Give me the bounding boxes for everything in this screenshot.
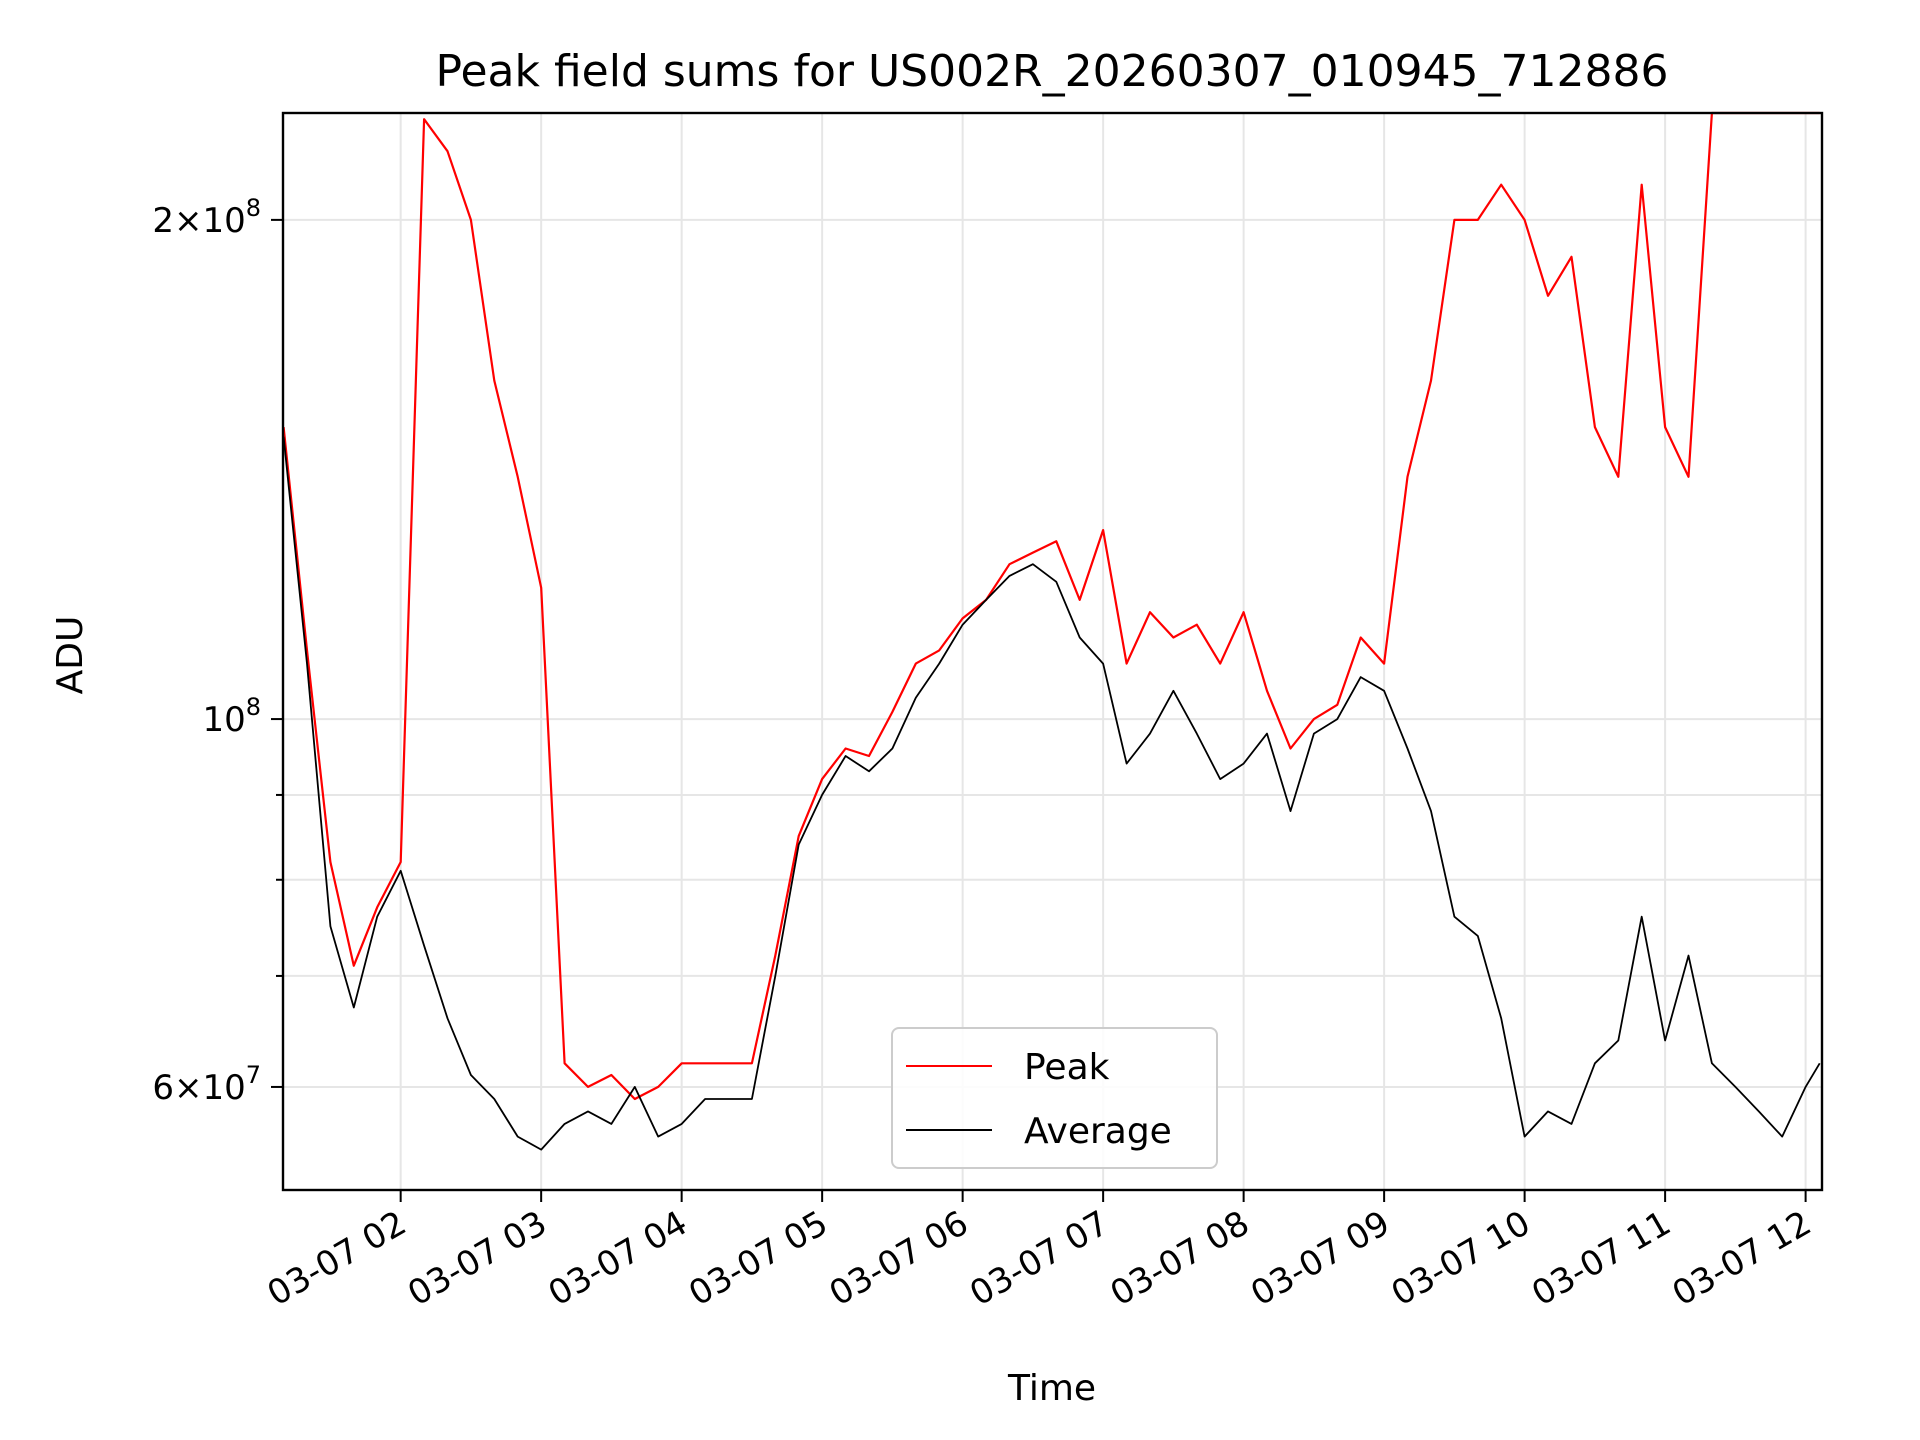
- x-tick-label: 03-07 02: [261, 1203, 413, 1314]
- x-tick-label: 03-07 06: [823, 1203, 975, 1314]
- y-tick-label: 2×108: [152, 194, 261, 241]
- series-line-peak: [282, 111, 1820, 1101]
- x-tick-label: 03-07 09: [1244, 1203, 1396, 1314]
- gridlines: [283, 113, 1822, 1190]
- y-tick-label: 108: [202, 693, 261, 740]
- axes: [271, 111, 1824, 1202]
- x-tick-label: 03-07 04: [542, 1203, 694, 1314]
- x-tick-label: 03-07 10: [1385, 1203, 1537, 1314]
- y-tick-label: 6×107: [152, 1061, 261, 1108]
- plot-frame: [281, 111, 1824, 1192]
- series-line-average: [282, 436, 1821, 1151]
- x-tick-label: 03-07 11: [1525, 1203, 1677, 1314]
- legend-box: [891, 1027, 1218, 1169]
- x-tick-label: 03-07 07: [963, 1203, 1115, 1314]
- legend: Peak Average: [891, 1027, 1218, 1169]
- x-tick-label: 03-07 08: [1104, 1203, 1256, 1314]
- series-layer: [282, 111, 1821, 1151]
- x-axis-label: Time: [1007, 1368, 1096, 1409]
- x-tick-label: 03-07 12: [1666, 1203, 1818, 1314]
- legend-peak-label: Peak: [1024, 1047, 1110, 1088]
- chart-title: Peak field sums for US002R_20260307_0109…: [435, 46, 1668, 97]
- legend-average-label: Average: [1024, 1111, 1172, 1152]
- x-tick-label: 03-07 03: [401, 1203, 553, 1314]
- y-axis-label: ADU: [50, 616, 91, 695]
- x-tick-label: 03-07 05: [682, 1203, 834, 1314]
